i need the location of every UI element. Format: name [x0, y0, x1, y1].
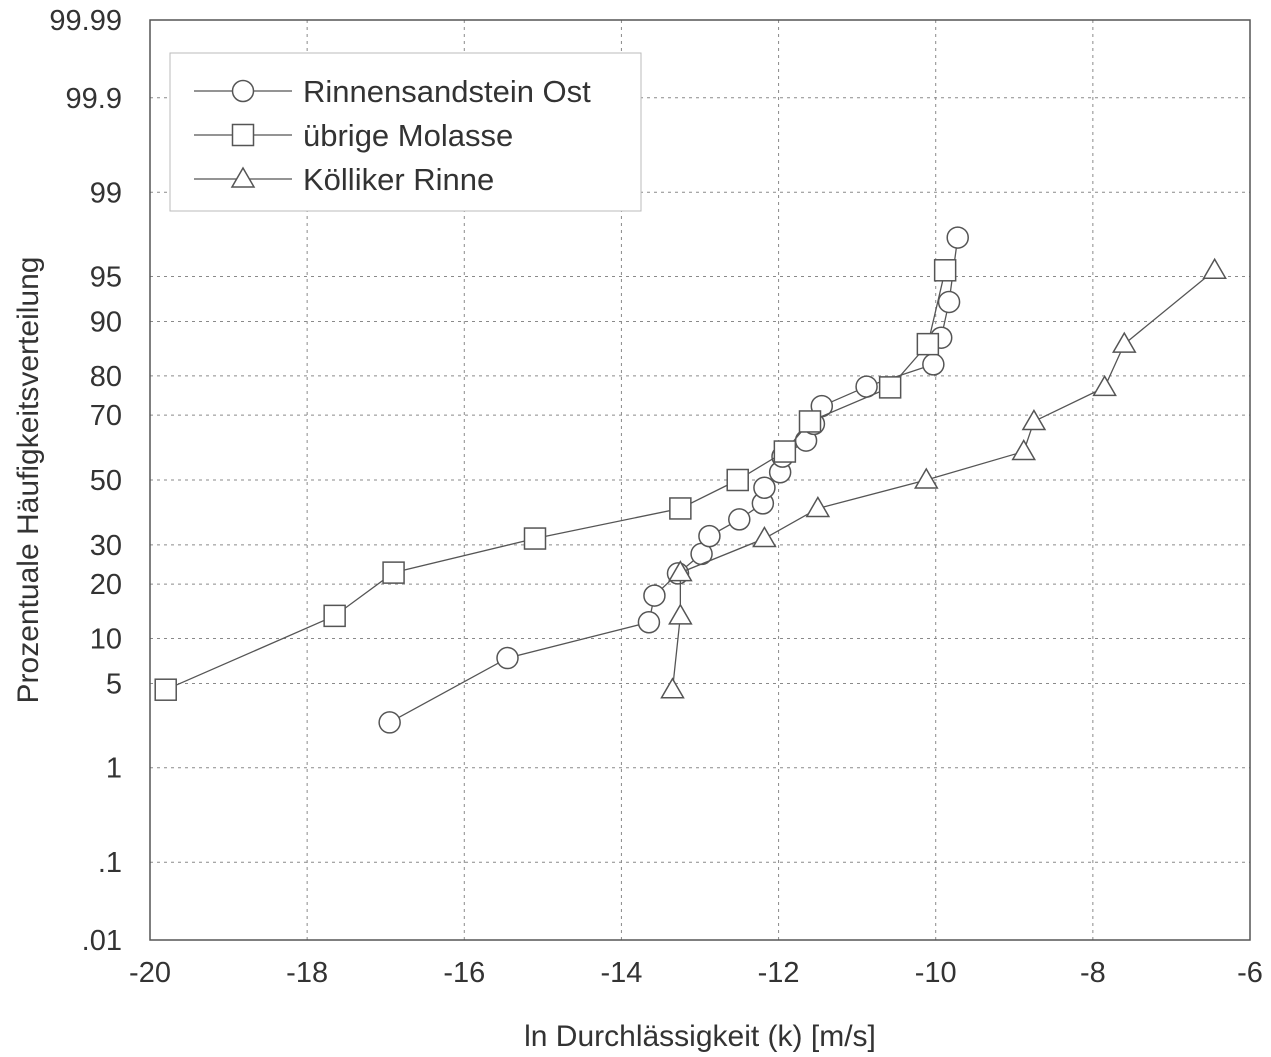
data-point-circle — [946, 226, 969, 249]
x-axis-label: ln Durchlässigkeit (k) [m/s] — [524, 1020, 876, 1053]
data-point-circle — [643, 584, 666, 607]
y-tick-label: 50 — [90, 465, 122, 497]
data-point-triangle — [805, 495, 831, 518]
y-tick-label: 10 — [90, 624, 122, 656]
x-tick-label: -14 — [600, 957, 642, 989]
series-line-square — [165, 270, 946, 691]
data-point-square — [798, 410, 822, 433]
series-square — [154, 259, 957, 701]
series-layer — [154, 226, 1227, 734]
data-point-circle — [698, 524, 721, 548]
data-point-triangle — [1202, 257, 1227, 280]
y-tick-label: 5 — [106, 668, 122, 700]
data-point-circle — [637, 611, 661, 634]
x-tick-label: -12 — [758, 957, 800, 989]
data-point-square — [323, 604, 346, 628]
data-point-triangle — [913, 467, 939, 489]
y-tick-label: 70 — [90, 400, 122, 432]
data-point-circle — [728, 508, 751, 531]
y-tick-label: 99.9 — [66, 83, 122, 115]
data-point-circle — [753, 476, 776, 500]
data-point-triangle — [752, 526, 777, 548]
x-tick-label: -16 — [443, 957, 485, 989]
series-triangle — [660, 257, 1227, 699]
data-point-square — [523, 527, 547, 550]
x-tick-label: -18 — [286, 957, 328, 989]
legend-marker-triangle — [230, 166, 256, 188]
data-point-triangle — [660, 677, 685, 699]
y-tick-label: 80 — [90, 361, 122, 393]
x-tick-label: -6 — [1237, 957, 1263, 989]
x-tick-label: -8 — [1080, 957, 1106, 989]
data-point-triangle — [668, 603, 693, 625]
y-tick-label: 99 — [90, 177, 122, 209]
y-tick-label: 1 — [106, 753, 122, 785]
y-tick-label: 20 — [90, 569, 122, 601]
data-point-square — [878, 376, 902, 399]
plot-frame — [149, 19, 1251, 941]
y-axis-label: Prozentuale Häufigkeitsverteilung — [12, 257, 45, 704]
data-point-circle — [937, 290, 961, 314]
data-point-triangle — [1092, 374, 1117, 397]
data-point-square — [916, 332, 940, 356]
y-tick-label: 95 — [90, 262, 122, 294]
legend-label: Rinnensandstein Ost — [303, 74, 591, 109]
axis-layer: -20 -18 -16 -14 -12 -10 -8 -6 .01 .1 1 5 10 20 30 50 70 8… — [12, 5, 1263, 1053]
data-point-circle — [378, 711, 401, 734]
data-point-square — [773, 440, 797, 463]
data-point-square — [726, 468, 749, 492]
y-tick-label: .01 — [82, 925, 122, 957]
data-point-triangle — [1011, 439, 1037, 461]
y-tick-label: 30 — [90, 530, 122, 562]
x-tick-label: -10 — [915, 957, 957, 989]
legend-label: Kölliker Rinne — [303, 162, 494, 197]
data-point-circle — [922, 353, 945, 376]
y-tick-label: 99.99 — [49, 5, 122, 37]
data-point-square — [669, 497, 692, 520]
legend-marker-square — [231, 123, 255, 147]
data-point-circle — [496, 646, 519, 670]
legend: Rinnensandstein Ost übrige Molasse Köllike… — [169, 52, 642, 212]
legend-label: übrige Molasse — [303, 118, 513, 153]
data-point-triangle — [668, 560, 693, 582]
data-point-triangle — [1021, 408, 1047, 431]
data-point-square — [382, 561, 405, 584]
legend-marker-circle — [231, 79, 255, 103]
x-tick-label: -20 — [129, 957, 171, 989]
y-tick-label: 90 — [90, 306, 122, 338]
data-point-square — [154, 678, 177, 701]
y-tick-label: .1 — [98, 847, 122, 879]
data-point-triangle — [1111, 331, 1137, 353]
data-point-square — [933, 259, 957, 282]
